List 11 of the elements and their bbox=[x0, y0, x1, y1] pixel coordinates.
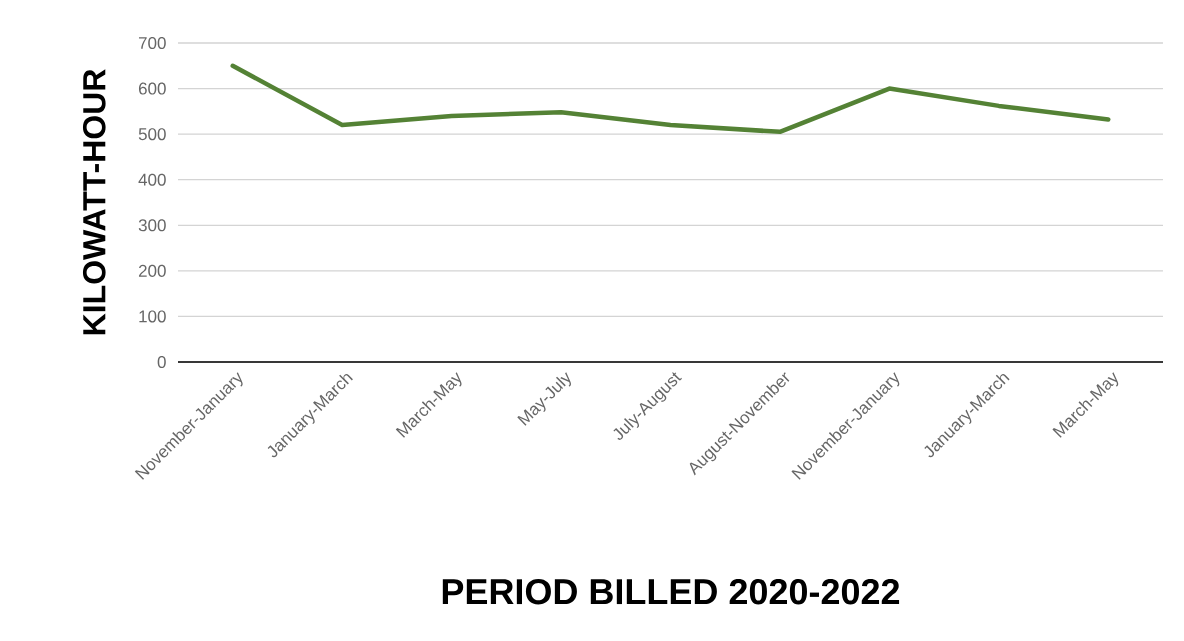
y-tick-label: 0 bbox=[157, 355, 166, 369]
y-tick-label: 400 bbox=[138, 173, 166, 186]
line-series bbox=[230, 63, 1111, 135]
y-tick-label: 700 bbox=[138, 36, 166, 50]
y-axis-title: KILOWATT-HOUR bbox=[82, 69, 106, 335]
y-tick-label: 500 bbox=[138, 128, 166, 141]
y-tick-label: 100 bbox=[139, 310, 166, 323]
y-tick-label: 300 bbox=[138, 219, 166, 232]
x-axis-title: PERIOD BILLED 2020-2022 bbox=[442, 578, 900, 605]
y-tick-label: 600 bbox=[138, 82, 166, 95]
y-tick-label: 200 bbox=[138, 264, 166, 277]
